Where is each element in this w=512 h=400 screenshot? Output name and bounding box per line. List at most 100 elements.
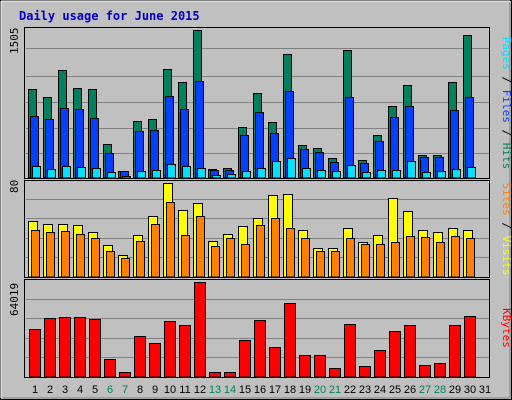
day-tick-label: 25: [389, 384, 401, 396]
pages-bar-day-22: [347, 165, 356, 179]
day-tick-label: 19: [299, 384, 311, 396]
pages-bar-day-24: [377, 170, 386, 179]
kbytes-bar-day-3: [59, 317, 71, 378]
pages-bar-day-9: [152, 170, 161, 179]
sites-bar-day-26: [406, 236, 415, 278]
day-tick-label: 9: [152, 384, 158, 396]
sites-bar-day-3: [61, 231, 70, 278]
sites-bar-day-5: [91, 238, 100, 278]
kbytes-bar-day-16: [254, 320, 266, 378]
chart-title: Daily usage for June 2015: [19, 9, 200, 23]
day-tick-label: 15: [239, 384, 251, 396]
day-tick-label: 12: [194, 384, 206, 396]
day-tick-label: 23: [359, 384, 371, 396]
sites-bar-day-29: [451, 236, 460, 278]
pages-label: Pages: [500, 37, 512, 70]
pages-bar-day-20: [317, 170, 326, 179]
visits-label: Visits: [500, 236, 512, 276]
day-tick-label: 3: [62, 384, 68, 396]
day-tick-label: 14: [224, 384, 236, 396]
day-tick-label: 10: [164, 384, 176, 396]
kbytes-bar-day-11: [179, 325, 191, 378]
kbytes-bar-day-17: [269, 347, 281, 378]
sites-bar-day-6: [106, 251, 115, 278]
sites-label: Sites: [500, 183, 512, 216]
pages-bar-day-1: [32, 166, 41, 179]
day-tick-label: 26: [404, 384, 416, 396]
pages-bar-day-29: [452, 169, 461, 179]
sites-bar-day-17: [271, 218, 280, 278]
pages-bar-day-26: [407, 161, 416, 179]
x-axis-day-labels: 1 2 3 4 5 6 7 8 9 10 11 12 13 14 15 16 17 18 19 20 21 22 23 24 2…: [32, 384, 491, 396]
pages-bar-day-8: [137, 171, 146, 179]
sites-bar-day-27: [421, 237, 430, 278]
label-separator: /: [500, 123, 512, 143]
pages-bar-day-11: [182, 166, 191, 179]
day-tick-label: 7: [122, 384, 128, 396]
day-tick-label: 30: [464, 384, 476, 396]
middle-series-label: Sites / Visits: [500, 183, 512, 276]
files-bar-day-30: [465, 97, 474, 179]
sites-bar-day-10: [166, 202, 175, 278]
pages-bar-day-14: [227, 174, 236, 179]
pages-bar-day-7: [122, 176, 131, 179]
kbytes-bar-day-12: [194, 282, 206, 378]
kbytes-bar-day-18: [284, 303, 296, 378]
series-labels: Pages / Files / Hits Sites / Visits KBytes: [500, 37, 512, 348]
kbytes-bar-day-30: [464, 316, 476, 378]
sites-bar-day-15: [241, 244, 250, 278]
kbytes-bar-day-28: [434, 363, 446, 378]
sites-bar-day-13: [211, 246, 220, 278]
files-label: Files: [500, 90, 512, 123]
day-tick-label: 27: [419, 384, 431, 396]
sites-bar-day-21: [331, 251, 340, 278]
kbytes-bar-day-19: [299, 355, 311, 378]
bottom-max-label: 64019: [8, 283, 21, 316]
pages-bar-day-19: [302, 168, 311, 179]
sites-bar-day-20: [316, 251, 325, 278]
sites-bar-day-24: [376, 244, 385, 278]
sites-bar-day-4: [76, 234, 85, 278]
pages-bar-day-12: [197, 168, 206, 179]
pages-bar-day-21: [332, 171, 341, 179]
kbytes-bar-day-8: [134, 336, 146, 378]
kbytes-bar-day-25: [389, 331, 401, 378]
kbytes-bar-day-4: [74, 317, 86, 378]
day-tick-label: 21: [329, 384, 341, 396]
day-tick-label: 29: [449, 384, 461, 396]
kbytes-bar-day-9: [149, 343, 161, 378]
kbytes-bar-day-10: [164, 321, 176, 378]
top-series-label: Pages / Files / Hits: [500, 37, 512, 170]
pages-bar-day-6: [107, 172, 116, 179]
sites-bar-day-2: [46, 232, 55, 278]
kbytes-bar-day-2: [44, 318, 56, 378]
sites-bar-day-1: [31, 230, 40, 278]
pages-bar-day-16: [257, 168, 266, 179]
pages-bar-day-23: [362, 172, 371, 179]
pages-bar-day-13: [212, 175, 221, 179]
kbytes-bar-day-24: [374, 350, 386, 378]
sites-bar-day-22: [346, 238, 355, 278]
kbytes-bar-day-21: [329, 368, 341, 378]
pages-bar-day-15: [242, 171, 251, 179]
kbytes-bar-day-27: [419, 365, 431, 378]
kbytes-bar-day-7: [119, 372, 131, 378]
pages-bar-day-10: [167, 164, 176, 179]
label-separator: /: [500, 216, 512, 236]
kbytes-bar-day-22: [344, 324, 356, 378]
sites-bar-day-23: [361, 244, 370, 278]
day-tick-label: 4: [77, 384, 83, 396]
kbytes-bar-day-1: [29, 329, 41, 378]
pages-bar-day-2: [47, 169, 56, 179]
pages-bar-day-4: [77, 167, 86, 179]
kbytes-bar-day-15: [239, 340, 251, 378]
sites-bar-day-18: [286, 228, 295, 278]
day-tick-label: 1: [32, 384, 38, 396]
day-tick-label: 22: [344, 384, 356, 396]
day-tick-label: 20: [314, 384, 326, 396]
kbytes-bar-day-6: [104, 359, 116, 378]
day-tick-label: 13: [209, 384, 221, 396]
label-separator: /: [500, 70, 512, 90]
day-tick-label: 16: [254, 384, 266, 396]
